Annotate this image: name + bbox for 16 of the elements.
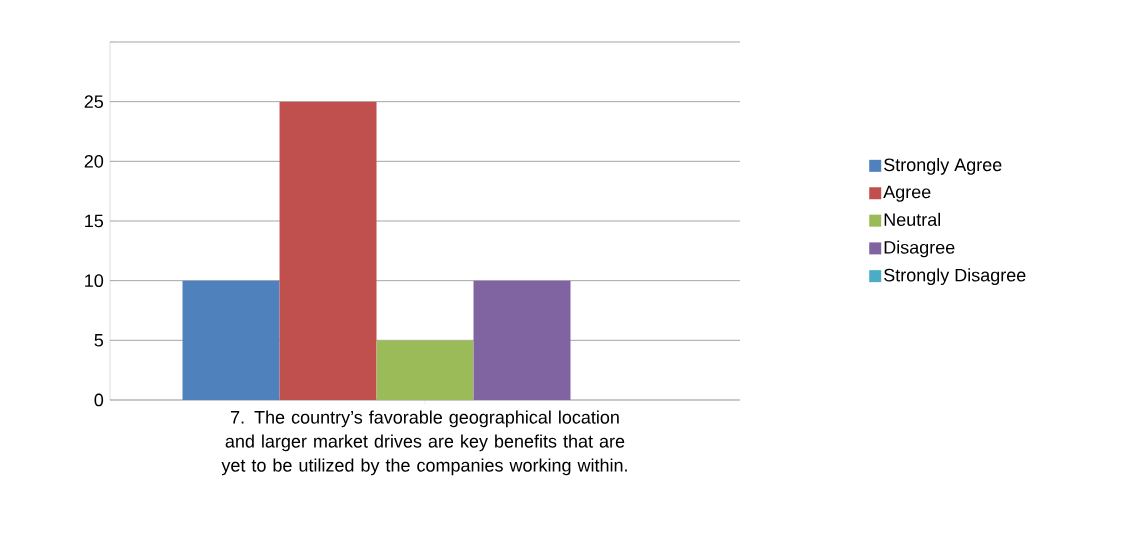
y-tick-label: 20 [84, 154, 104, 168]
y-tick-label: 15 [85, 214, 104, 228]
bar [376, 340, 474, 400]
legend-label: Strongly Disagree [884, 268, 1026, 286]
bar [182, 280, 280, 400]
legend-label: Strongly Agree [884, 157, 1002, 175]
y-tick-label: 10 [85, 274, 104, 288]
y-tick-label: 5 [94, 334, 104, 347]
legend-label: Agree [883, 185, 931, 202]
y-tick-label: 0 [94, 393, 104, 407]
y-tick-label: 25 [84, 95, 104, 109]
bar [279, 101, 377, 400]
legend-label: Neutral [884, 212, 941, 226]
legend-label: Disagree [884, 240, 955, 258]
x-tick-label: 7. The country’s favorable geographical location and larger market drives are key benefits that are yet to be utilized by the companies working within. [221, 410, 627, 476]
bar [473, 280, 571, 400]
